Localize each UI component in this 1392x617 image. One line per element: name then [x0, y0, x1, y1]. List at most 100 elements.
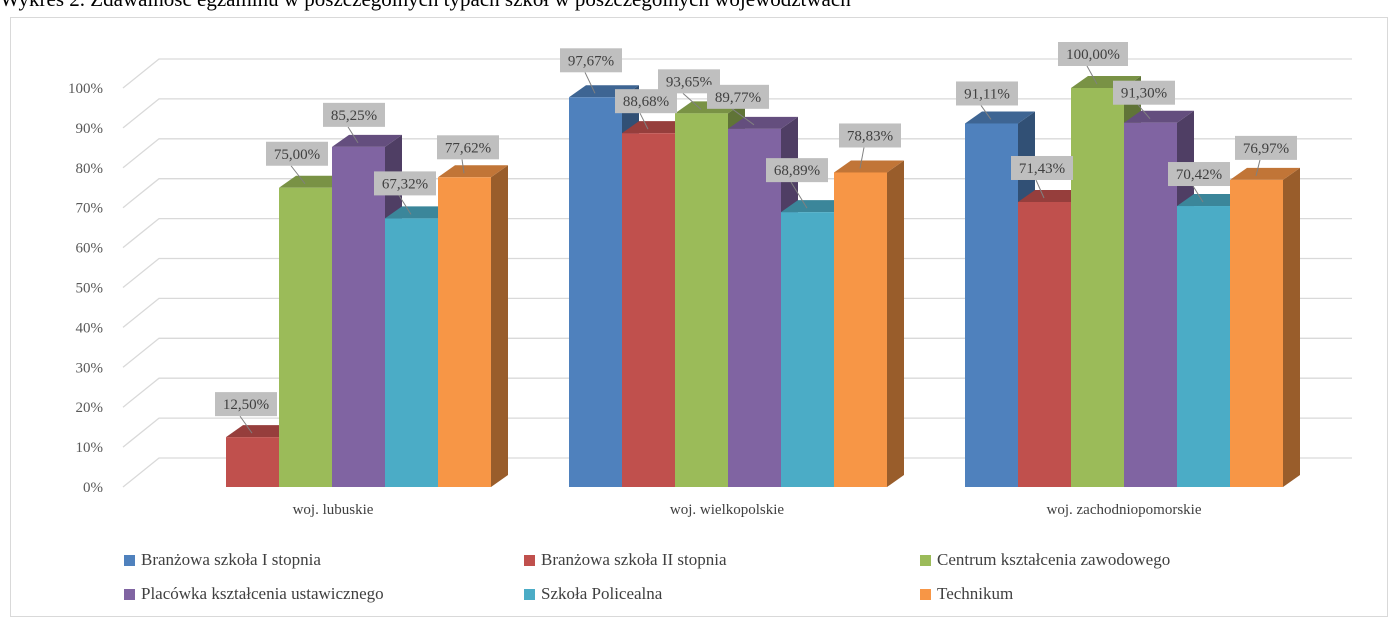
legend-item: Centrum kształcenia zawodowego	[920, 550, 1170, 570]
bar-top	[332, 134, 402, 147]
bar-front	[622, 133, 675, 487]
y-tick-label: 90%	[76, 121, 104, 137]
data-label: 67,32%	[382, 176, 428, 192]
data-label: 91,11%	[964, 86, 1010, 102]
data-label-box	[266, 141, 328, 166]
bar-top	[1124, 110, 1194, 123]
data-label-leader	[1192, 185, 1204, 203]
chart-plot: 0% 10% 20% 30% 40% 50% 60% 70% 80% 90% 100% woj. lu…	[68, 42, 1352, 518]
bar-top	[1177, 194, 1247, 207]
bar-top	[1018, 189, 1088, 202]
data-label: 89,77%	[715, 90, 761, 106]
legend-label: Technikum	[937, 584, 1014, 603]
bar-front	[438, 177, 491, 487]
bar-front	[834, 172, 887, 487]
bar-front	[279, 187, 332, 487]
data-label-box	[1113, 80, 1175, 105]
y-tick-label: 80%	[76, 161, 104, 177]
data-label: 77,62%	[445, 140, 491, 156]
y-tick-label: 60%	[76, 241, 104, 257]
bar-front	[965, 123, 1018, 487]
legend-label: Szkoła Policealna	[541, 584, 663, 603]
category-label: woj. wielkopolskie	[670, 502, 784, 518]
data-label-leader	[347, 126, 359, 144]
legend-item: Szkoła Policealna	[524, 584, 662, 604]
data-label-box	[956, 81, 1018, 106]
legend-label: Branżowa szkoła II stopnia	[541, 550, 727, 569]
chart-legend: Branżowa szkoła I stopnia Branżowa szkoła…	[0, 542, 1392, 606]
data-label-leader	[584, 72, 596, 94]
data-label: 88,68%	[623, 94, 669, 110]
y-tick-label: 30%	[76, 360, 104, 376]
bar-top	[728, 116, 798, 129]
data-label: 100,00%	[1066, 47, 1120, 63]
data-label-leader	[239, 415, 253, 434]
bar	[438, 165, 508, 487]
gridline	[122, 377, 1352, 408]
legend-swatch	[920, 554, 931, 566]
bar-top	[622, 121, 692, 134]
data-label-box	[323, 102, 385, 127]
y-tick-label: 10%	[76, 440, 104, 456]
data-label-box	[707, 84, 769, 109]
bar-front	[781, 212, 834, 487]
data-label: 70,42%	[1176, 167, 1222, 183]
data-label: 71,43%	[1019, 161, 1065, 177]
legend-item: Branżowa szkoła I stopnia	[124, 550, 321, 570]
data-label-leader	[731, 108, 755, 126]
data-label-leader	[1035, 179, 1045, 199]
data-label: 12,50%	[223, 397, 269, 413]
bar-front	[1230, 179, 1283, 487]
data-label-box	[1058, 42, 1128, 66]
gridline	[122, 98, 1352, 129]
data-label-leader	[790, 181, 808, 209]
data-label-box	[1168, 162, 1230, 187]
y-tick-label: 20%	[76, 400, 104, 416]
bar-top	[1230, 167, 1300, 180]
data-label-leader	[461, 159, 465, 174]
bar-side	[491, 165, 508, 487]
data-label-leader	[398, 195, 412, 215]
legend-swatch	[124, 554, 135, 566]
legend-label: Centrum kształcenia zawodowego	[937, 550, 1171, 569]
bar-front	[675, 113, 728, 488]
category-label: woj. zachodniopomorskie	[1047, 502, 1202, 518]
gridline	[122, 337, 1352, 368]
gridline	[122, 217, 1352, 249]
bar-front	[1071, 88, 1124, 487]
bar-side	[887, 160, 904, 487]
bar-top	[226, 425, 296, 438]
bar-side	[1283, 167, 1300, 487]
bar-front	[728, 128, 781, 488]
data-label: 78,83%	[847, 128, 893, 144]
data-label-leader	[1137, 104, 1151, 120]
legend-item: Technikum	[920, 584, 1013, 604]
bar-front	[332, 146, 385, 488]
bar-top	[438, 165, 508, 178]
category-label: woj. lubuskie	[293, 502, 374, 518]
legend-swatch	[524, 554, 535, 566]
data-label: 76,97%	[1243, 141, 1289, 157]
bar-top	[385, 206, 455, 219]
y-tick-label: 50%	[76, 281, 104, 297]
gridline	[122, 58, 1352, 89]
data-label-box	[374, 171, 436, 196]
data-label-leader	[859, 147, 865, 169]
data-label-leader	[290, 165, 306, 185]
data-label-box	[437, 135, 499, 160]
bar-front	[1177, 206, 1230, 487]
gridline	[122, 138, 1352, 169]
bar	[1230, 167, 1300, 487]
legend-swatch	[524, 588, 535, 600]
bar-front	[385, 218, 438, 488]
data-label-leader	[682, 92, 702, 110]
bar-top	[279, 175, 349, 188]
data-label-box	[1011, 155, 1073, 180]
legend-item: Branżowa szkoła II stopnia	[524, 550, 727, 570]
data-label: 85,25%	[331, 108, 377, 124]
y-tick-label: 40%	[76, 320, 104, 336]
data-label: 75,00%	[274, 147, 320, 163]
gridline	[122, 257, 1352, 289]
bar-top	[834, 160, 904, 173]
bar-front	[1018, 201, 1071, 487]
